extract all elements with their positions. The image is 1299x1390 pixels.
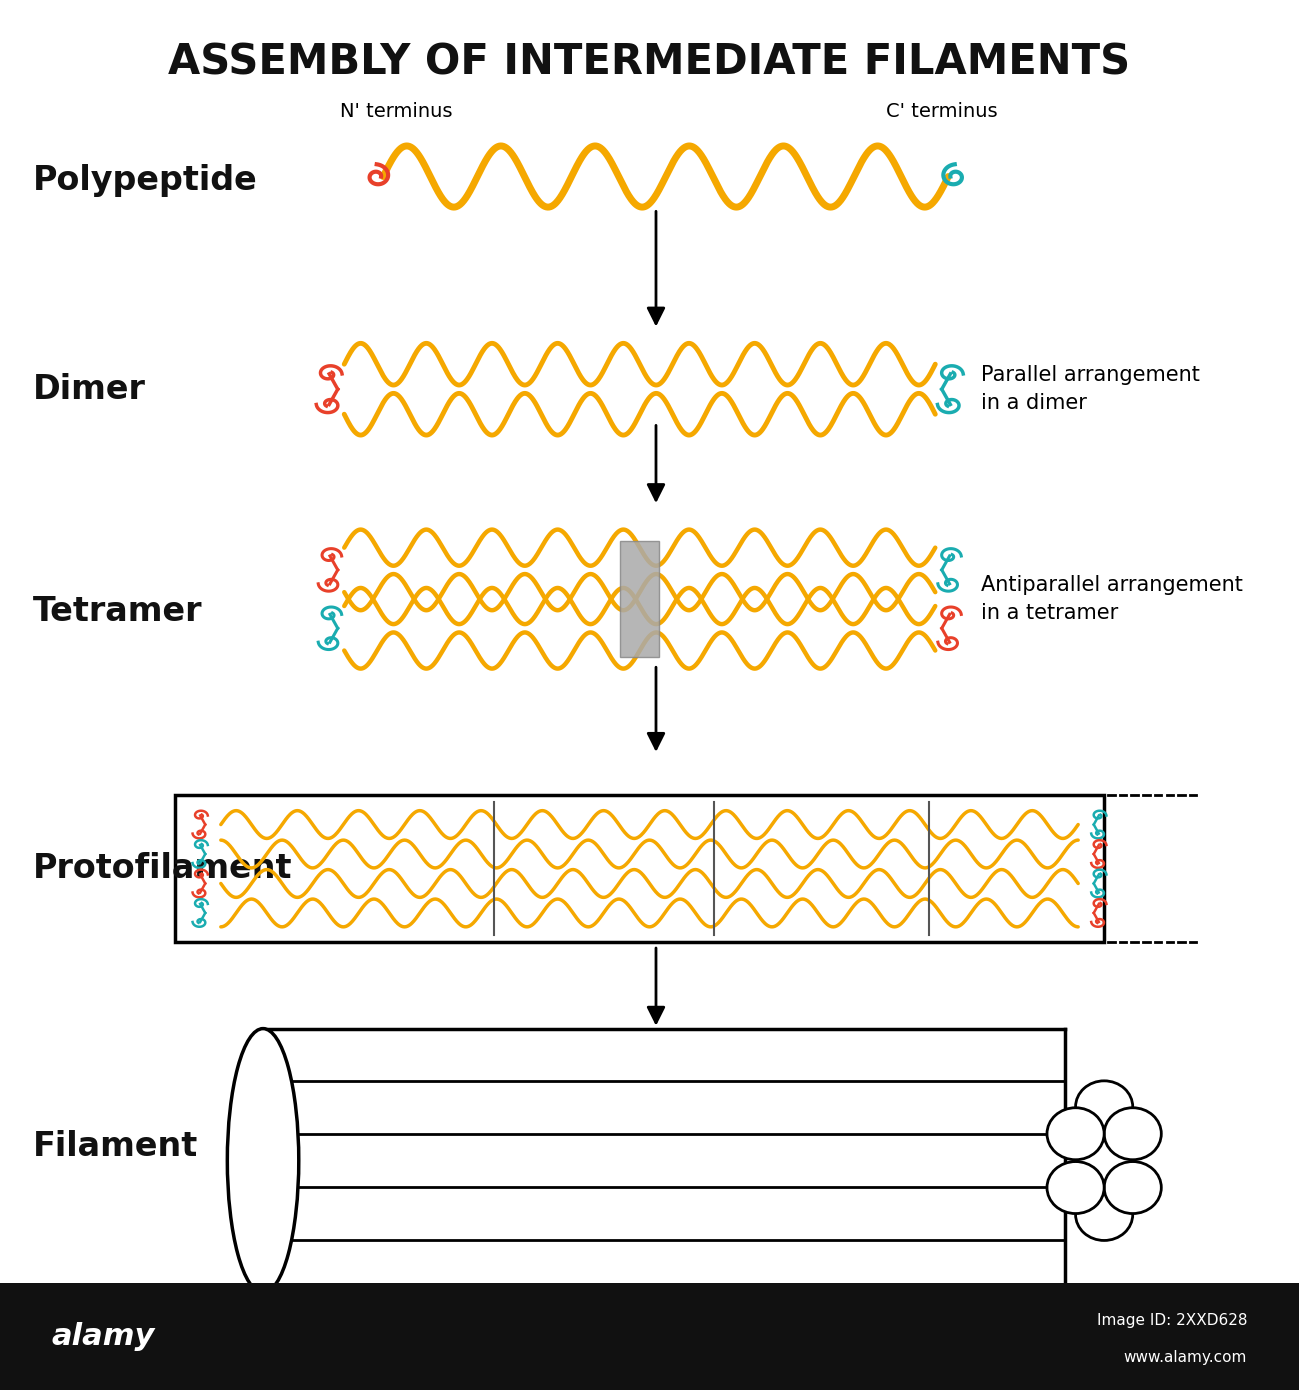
Bar (0, 1283, 1299, 1390)
Text: www.alamy.com: www.alamy.com (1124, 1351, 1247, 1365)
Bar (620, 541, 659, 657)
Bar (175, 795, 1104, 942)
Ellipse shape (1076, 1188, 1133, 1240)
Text: Parallel arrangement
in a dimer: Parallel arrangement in a dimer (981, 366, 1199, 413)
Ellipse shape (1076, 1134, 1133, 1187)
Text: N' terminus: N' terminus (340, 101, 452, 121)
Ellipse shape (1047, 1108, 1104, 1159)
Text: Protofilament: Protofilament (32, 852, 292, 885)
Text: Polypeptide: Polypeptide (32, 164, 257, 197)
Text: Image ID: 2XXD628: Image ID: 2XXD628 (1096, 1314, 1247, 1327)
Ellipse shape (1047, 1162, 1104, 1213)
Text: Dimer: Dimer (32, 373, 145, 406)
Text: Filament: Filament (32, 1130, 197, 1163)
Ellipse shape (227, 1029, 299, 1293)
Text: C' terminus: C' terminus (886, 101, 998, 121)
Ellipse shape (1076, 1081, 1133, 1133)
Text: ASSEMBLY OF INTERMEDIATE FILAMENTS: ASSEMBLY OF INTERMEDIATE FILAMENTS (169, 42, 1130, 83)
Text: Antiparallel arrangement
in a tetramer: Antiparallel arrangement in a tetramer (981, 575, 1243, 623)
Ellipse shape (1104, 1108, 1161, 1159)
Ellipse shape (1104, 1162, 1161, 1213)
Text: alamy: alamy (52, 1322, 156, 1351)
Text: Tetramer: Tetramer (32, 595, 201, 628)
